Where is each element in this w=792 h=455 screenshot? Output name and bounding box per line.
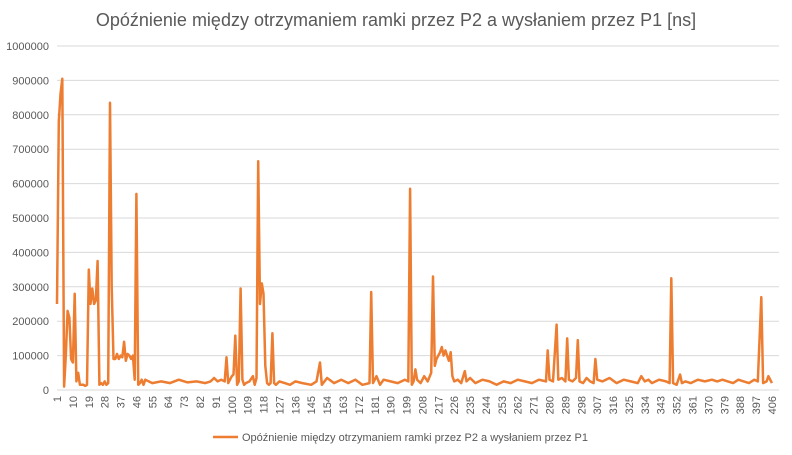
legend-label: Opóźnienie między otrzymaniem ramki prze… <box>242 432 588 444</box>
x-tick-label: 136 <box>290 396 302 414</box>
legend: Opóźnienie między otrzymaniem ramki prze… <box>213 432 588 444</box>
x-tick-label: 352 <box>672 396 684 414</box>
x-tick-label: 100 <box>227 396 239 414</box>
x-tick-label: 307 <box>592 396 604 414</box>
x-tick-label: 199 <box>402 396 414 414</box>
x-tick-label: 64 <box>163 396 175 408</box>
y-tick-label: 100000 <box>12 351 49 363</box>
x-tick-label: 397 <box>751 396 763 414</box>
x-tick-label: 127 <box>274 396 286 414</box>
x-tick-label: 82 <box>195 396 207 408</box>
x-tick-label: 253 <box>497 396 509 414</box>
gridlines <box>57 45 779 357</box>
y-tick-label: 600000 <box>12 179 49 191</box>
x-tick-label: 190 <box>386 396 398 414</box>
x-tick-label: 109 <box>243 396 255 414</box>
x-tick-label: 289 <box>560 396 572 414</box>
y-tick-label: 300000 <box>12 282 49 294</box>
x-axis-ticks: 1 10 19 28 37 46 55 64 73 82 91 100 109 118 127 136 145 1… <box>52 396 779 414</box>
x-tick-label: 388 <box>735 396 747 414</box>
x-tick-label: 244 <box>481 396 493 414</box>
x-tick-label: 46 <box>131 396 143 408</box>
x-tick-label: 37 <box>116 396 128 408</box>
x-tick-label: 208 <box>417 396 429 414</box>
x-tick-label: 91 <box>211 396 223 408</box>
x-tick-label: 262 <box>513 396 525 414</box>
x-tick-label: 28 <box>100 396 112 408</box>
y-tick-label: 400000 <box>12 247 49 259</box>
x-tick-label: 73 <box>179 396 191 408</box>
x-tick-label: 271 <box>529 396 541 414</box>
x-tick-label: 361 <box>688 396 700 414</box>
x-tick-label: 298 <box>576 396 588 414</box>
y-tick-label: 800000 <box>12 110 49 122</box>
x-tick-label: 154 <box>322 396 334 414</box>
y-tick-label: 200000 <box>12 316 49 328</box>
x-tick-label: 217 <box>433 396 445 414</box>
x-tick-label: 181 <box>370 396 382 414</box>
x-tick-label: 163 <box>338 396 350 414</box>
x-tick-label: 370 <box>703 396 715 414</box>
y-tick-label: 700000 <box>12 144 49 156</box>
x-tick-label: 118 <box>259 396 271 414</box>
series-line <box>55 77 774 388</box>
x-tick-label: 334 <box>640 396 652 414</box>
x-tick-label: 280 <box>545 396 557 414</box>
chart-title: Opóźnienie między otrzymaniem ramki prze… <box>96 10 696 30</box>
x-tick-label: 19 <box>84 396 96 408</box>
y-axis-ticks: 0 100000 200000 300000 400000 500000 600000 700… <box>6 41 49 397</box>
x-tick-label: 55 <box>147 396 159 408</box>
y-tick-label: 1000000 <box>6 41 49 53</box>
x-tick-label: 325 <box>624 396 636 414</box>
y-tick-label: 500000 <box>12 213 49 225</box>
x-tick-label: 316 <box>608 396 620 414</box>
x-tick-label: 1 <box>52 396 64 402</box>
x-tick-label: 406 <box>767 396 779 414</box>
y-tick-label: 0 <box>43 385 49 397</box>
x-tick-label: 172 <box>354 396 366 414</box>
x-tick-label: 10 <box>68 396 80 408</box>
x-tick-label: 145 <box>306 396 318 414</box>
x-tick-label: 235 <box>465 396 477 414</box>
x-tick-label: 226 <box>449 396 461 414</box>
x-tick-label: 343 <box>656 396 668 414</box>
x-tick-label: 379 <box>719 396 731 414</box>
y-tick-label: 900000 <box>12 75 49 87</box>
